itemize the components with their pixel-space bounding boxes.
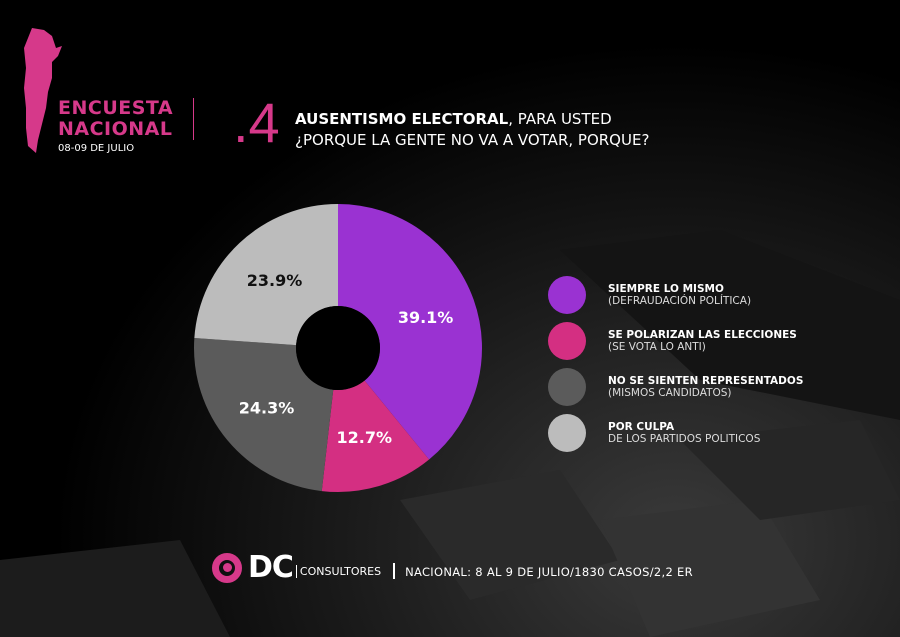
brand-line2: NACIONAL — [58, 118, 173, 140]
legend-label: POR CULPA — [608, 421, 675, 433]
slice-0 — [338, 204, 482, 460]
brand-line1: ENCUESTA — [58, 97, 174, 119]
divider — [193, 98, 194, 140]
legend-item: SIEMPRE LO MISMO (DEFRAUDACIÓN POLÍTICA) — [548, 272, 803, 318]
slice-2 — [194, 338, 334, 492]
legend-item: SE POLARIZAN LAS ELECCIONES (SE VOTA LO A… — [548, 318, 803, 364]
logo-subtext: CONSULTORES — [295, 565, 381, 578]
question-rest: , PARA USTED — [508, 110, 612, 128]
legend-swatch — [548, 276, 586, 314]
legend-swatch — [548, 414, 586, 452]
data-label: 39.1% — [398, 308, 454, 327]
legend-swatch — [548, 322, 586, 360]
data-label: 23.9% — [247, 271, 303, 290]
legend-label: SE POLARIZAN LAS ELECCIONES — [608, 329, 797, 341]
slice-1 — [321, 380, 430, 492]
logo-text: DC — [248, 550, 294, 585]
legend-label: NO SE SIENTEN REPRESENTADOS — [608, 375, 804, 387]
question-bold: AUSENTISMO ELECTORAL — [295, 110, 509, 128]
legend-sublabel: (DEFRAUDACIÓN POLÍTICA) — [608, 295, 752, 307]
argentina-map-icon — [24, 28, 62, 153]
legend-sublabel: (SE VOTA LO ANTI) — [608, 341, 706, 353]
question-subtitle: ¿PORQUE LA GENTE NO VA A VOTAR, PORQUE? — [295, 131, 650, 149]
legend-sublabel: (MISMOS CANDIDATOS) — [608, 387, 732, 399]
footer-divider — [393, 562, 396, 579]
legend-sublabel: DE LOS PARTIDOS POLITICOS — [608, 433, 761, 445]
legend-item: NO SE SIENTEN REPRESENTADOS (MISMOS CANDI… — [548, 364, 803, 410]
survey-info: NACIONAL: 8 AL 9 DE JULIO/1830 CASOS/2,2… — [405, 564, 693, 579]
question-title: AUSENTISMO ELECTORAL, PARA USTED — [295, 110, 612, 128]
legend-item: POR CULPA DE LOS PARTIDOS POLITICOS — [548, 410, 803, 456]
legend: SIEMPRE LO MISMO (DEFRAUDACIÓN POLÍTICA) … — [548, 272, 803, 456]
question-number: .4 — [233, 91, 280, 154]
survey-brand: ENCUESTA NACIONAL — [58, 98, 173, 140]
legend-swatch — [548, 368, 586, 406]
donut-hole — [296, 306, 380, 390]
data-label: 12.7% — [336, 428, 392, 447]
legend-label: SIEMPRE LO MISMO — [608, 283, 724, 295]
footer: DC CONSULTORES NACIONAL: 8 AL 9 DE JULIO… — [212, 550, 693, 585]
slice-3 — [194, 204, 338, 346]
data-label: 24.3% — [239, 399, 295, 418]
dc-logo-icon — [212, 552, 242, 583]
brand-date: 08-09 DE JULIO — [58, 143, 135, 154]
